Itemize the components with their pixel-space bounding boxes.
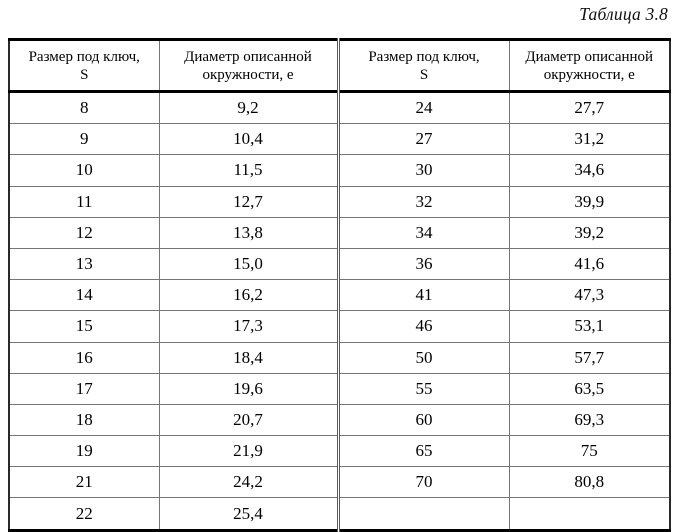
cell-diameter xyxy=(508,497,671,531)
cell-size: 15 xyxy=(8,310,160,343)
header-text: Диаметр описанной xyxy=(184,48,312,65)
header-text: S xyxy=(80,66,89,83)
table-row: 12 13,8 34 39,2 xyxy=(8,216,671,249)
cell-size: 65 xyxy=(336,435,510,468)
header-text: Размер под ключ, xyxy=(28,48,140,65)
cell-diameter: 11,5 xyxy=(158,154,339,187)
cell-size: 16 xyxy=(8,341,160,374)
header-cell-size-2: Размер под ключ, S xyxy=(336,39,510,93)
cell-diameter: 25,4 xyxy=(158,497,339,531)
cell-size: 36 xyxy=(336,247,510,281)
cell-diameter: 41,6 xyxy=(508,247,671,281)
cell-size: 22 xyxy=(8,497,160,531)
cell-diameter: 21,9 xyxy=(158,435,339,468)
header-text: Размер под ключ, xyxy=(368,48,480,65)
cell-diameter: 27,7 xyxy=(508,90,671,125)
header-cell-size-1: Размер под ключ, S xyxy=(8,39,160,93)
cell-diameter: 57,7 xyxy=(508,341,671,374)
cell-size: 10 xyxy=(8,154,160,187)
cell-size: 27 xyxy=(336,123,510,156)
cell-size: 12 xyxy=(8,216,160,249)
cell-diameter: 19,6 xyxy=(158,372,339,405)
cell-size: 41 xyxy=(336,279,510,312)
cell-diameter: 53,1 xyxy=(508,310,671,343)
cell-size: 14 xyxy=(8,279,160,312)
table-row: 16 18,4 50 57,7 xyxy=(8,341,671,374)
table-row: 22 25,4 xyxy=(8,497,671,531)
table-row: 21 24,2 70 80,8 xyxy=(8,466,671,499)
header-cell-diameter-2: Диаметр описанной окружности, е xyxy=(508,39,671,93)
table-row: 11 12,7 32 39,9 xyxy=(8,185,671,218)
cell-size: 30 xyxy=(336,154,510,187)
table-row: 15 17,3 46 53,1 xyxy=(8,310,671,343)
cell-size: 46 xyxy=(336,310,510,343)
cell-size: 21 xyxy=(8,466,160,499)
table-row: 17 19,6 55 63,5 xyxy=(8,372,671,405)
cell-diameter: 12,7 xyxy=(158,185,339,218)
cell-diameter: 9,2 xyxy=(158,90,339,125)
table-body: 8 9,2 24 27,7 9 10,4 27 31,2 10 11,5 30 … xyxy=(8,90,671,531)
cell-size: 70 xyxy=(336,466,510,499)
cell-diameter: 69,3 xyxy=(508,403,671,437)
cell-size: 11 xyxy=(8,185,160,218)
table-row: 18 20,7 60 69,3 xyxy=(8,403,671,437)
table-caption: Таблица 3.8 xyxy=(579,4,668,24)
cell-size: 24 xyxy=(336,90,510,125)
table-row: 13 15,0 36 41,6 xyxy=(8,247,671,281)
cell-size: 60 xyxy=(336,403,510,437)
cell-diameter: 20,7 xyxy=(158,403,339,437)
header-cell-diameter-1: Диаметр описанной окружности, е xyxy=(158,39,339,93)
table-row: 14 16,2 41 47,3 xyxy=(8,279,671,312)
cell-diameter: 15,0 xyxy=(158,247,339,281)
wrench-size-table: Размер под ключ, S Диаметр описанной окр… xyxy=(8,38,671,532)
cell-diameter: 47,3 xyxy=(508,279,671,312)
cell-diameter: 31,2 xyxy=(508,123,671,156)
cell-diameter: 17,3 xyxy=(158,310,339,343)
cell-size: 19 xyxy=(8,435,160,468)
table-row: 10 11,5 30 34,6 xyxy=(8,154,671,187)
cell-diameter: 39,2 xyxy=(508,216,671,249)
cell-size: 13 xyxy=(8,247,160,281)
cell-diameter: 75 xyxy=(508,435,671,468)
cell-size xyxy=(336,497,510,531)
cell-diameter: 10,4 xyxy=(158,123,339,156)
cell-size: 55 xyxy=(336,372,510,405)
cell-diameter: 39,9 xyxy=(508,185,671,218)
header-text: Диаметр описанной xyxy=(525,48,654,65)
cell-size: 9 xyxy=(8,123,160,156)
cell-size: 34 xyxy=(336,216,510,249)
cell-size: 17 xyxy=(8,372,160,405)
cell-diameter: 34,6 xyxy=(508,154,671,187)
cell-size: 50 xyxy=(336,341,510,374)
table-row: 8 9,2 24 27,7 xyxy=(8,90,671,125)
table-row: 9 10,4 27 31,2 xyxy=(8,123,671,156)
table-header-row: Размер под ключ, S Диаметр описанной окр… xyxy=(8,39,671,93)
cell-size: 8 xyxy=(8,90,160,125)
cell-diameter: 13,8 xyxy=(158,216,339,249)
table-row: 19 21,9 65 75 xyxy=(8,435,671,468)
cell-diameter: 63,5 xyxy=(508,372,671,405)
cell-diameter: 24,2 xyxy=(158,466,339,499)
cell-diameter: 18,4 xyxy=(158,341,339,374)
cell-diameter: 80,8 xyxy=(508,466,671,499)
cell-size: 18 xyxy=(8,403,160,437)
header-text: S xyxy=(419,66,429,83)
cell-diameter: 16,2 xyxy=(158,279,339,312)
header-text: окружности, е xyxy=(202,66,294,83)
header-text: окружности, е xyxy=(543,66,635,83)
cell-size: 32 xyxy=(336,185,510,218)
